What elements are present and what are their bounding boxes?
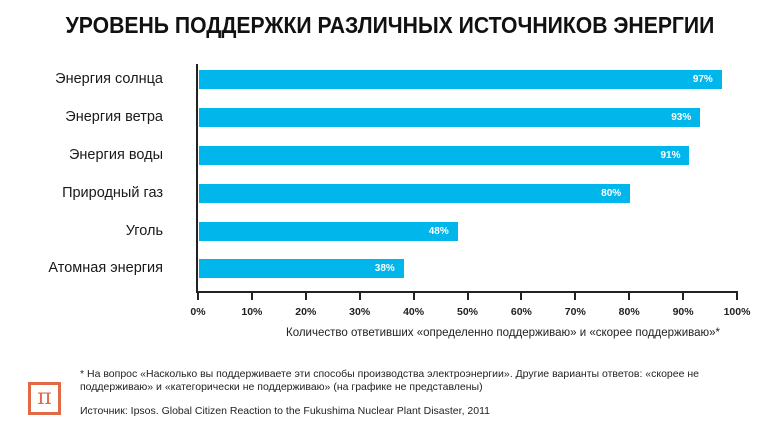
x-tick-label: 100%	[723, 306, 751, 318]
x-tick-label: 80%	[618, 306, 640, 318]
x-tick-label: 60%	[510, 306, 532, 318]
bar-chart: Энергия солнца 97% Энергия ветра 93% Эне…	[48, 64, 751, 339]
bar-value-label: 91%	[660, 150, 681, 161]
category-label: Энергия солнца	[55, 71, 163, 87]
x-tick	[574, 291, 577, 300]
x-tick-label: 90%	[672, 306, 694, 318]
bar: 80%	[199, 184, 631, 203]
x-tick-label: 30%	[349, 306, 371, 318]
bar: 93%	[199, 108, 701, 127]
x-tick	[250, 291, 253, 300]
x-tick	[628, 291, 631, 300]
bar-value-label: 48%	[428, 226, 449, 237]
x-tick	[304, 291, 307, 300]
category-label: Энергия ветра	[65, 109, 163, 125]
x-tick-label: 20%	[295, 306, 317, 318]
x-tick-label: 0%	[190, 306, 206, 318]
bar-value-label: 97%	[692, 74, 713, 85]
bar-value-label: 38%	[374, 263, 395, 274]
x-tick	[466, 291, 469, 300]
bar: 38%	[199, 259, 404, 278]
x-tick	[520, 291, 523, 300]
chart-title: УРОВЕНЬ ПОДДЕРЖКИ РАЗЛИЧНЫХ ИСТОЧНИКОВ Э…	[65, 12, 715, 38]
x-axis-title: Количество ответивших «определенно подде…	[286, 327, 720, 339]
category-label: Уголь	[125, 223, 163, 239]
footnote: * На вопрос «Насколько вы поддерживаете …	[80, 368, 700, 393]
x-tick-label: 50%	[456, 306, 479, 318]
x-tick	[682, 291, 685, 300]
bar-value-label: 93%	[671, 112, 692, 123]
category-label: Атомная энергия	[48, 260, 163, 276]
bar: 48%	[199, 222, 458, 241]
x-tick	[412, 291, 415, 300]
bar-value-label: 80%	[601, 188, 622, 199]
bar: 97%	[199, 70, 722, 89]
x-tick	[358, 291, 361, 300]
y-axis-line	[196, 64, 198, 293]
category-label: Природный газ	[62, 185, 163, 201]
pi-logo-icon: π	[28, 382, 61, 415]
bar: 91%	[199, 146, 690, 165]
x-tick	[197, 291, 199, 300]
x-tick-label: 10%	[241, 306, 263, 318]
category-label: Энергия воды	[69, 147, 163, 163]
x-tick	[736, 291, 738, 300]
source-note: Источник: Ipsos. Global Citizen Reaction…	[80, 405, 490, 417]
x-tick-label: 40%	[403, 306, 425, 318]
x-tick-label: 70%	[564, 306, 586, 318]
